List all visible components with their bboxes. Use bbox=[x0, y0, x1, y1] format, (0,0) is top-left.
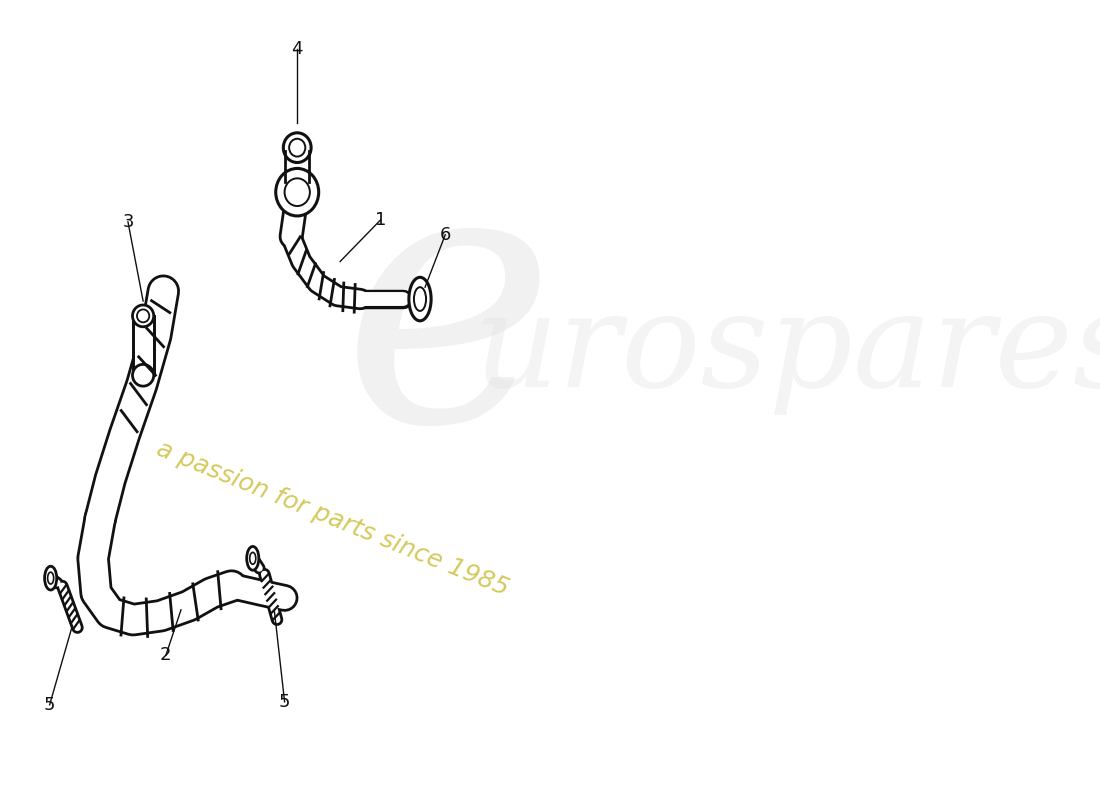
Circle shape bbox=[409, 278, 431, 321]
Text: 5: 5 bbox=[278, 693, 290, 711]
Circle shape bbox=[414, 287, 426, 311]
Text: 2: 2 bbox=[161, 646, 172, 664]
Ellipse shape bbox=[284, 133, 311, 162]
Ellipse shape bbox=[285, 178, 310, 206]
Text: urospares: urospares bbox=[474, 286, 1100, 415]
Text: 1: 1 bbox=[375, 211, 386, 229]
Ellipse shape bbox=[138, 310, 150, 322]
Ellipse shape bbox=[276, 169, 319, 216]
Text: 4: 4 bbox=[292, 40, 302, 58]
Text: 5: 5 bbox=[44, 696, 55, 714]
Circle shape bbox=[47, 572, 54, 584]
Text: 3: 3 bbox=[122, 213, 134, 231]
Bar bbox=[285, 148, 309, 182]
Ellipse shape bbox=[289, 138, 306, 157]
Text: a passion for parts since 1985: a passion for parts since 1985 bbox=[153, 437, 513, 601]
Ellipse shape bbox=[132, 305, 154, 326]
Text: 6: 6 bbox=[440, 226, 451, 244]
Circle shape bbox=[246, 546, 258, 570]
Text: e: e bbox=[342, 146, 556, 496]
Circle shape bbox=[250, 552, 256, 564]
Circle shape bbox=[45, 566, 57, 590]
Bar bbox=[132, 316, 154, 375]
Ellipse shape bbox=[132, 364, 154, 386]
